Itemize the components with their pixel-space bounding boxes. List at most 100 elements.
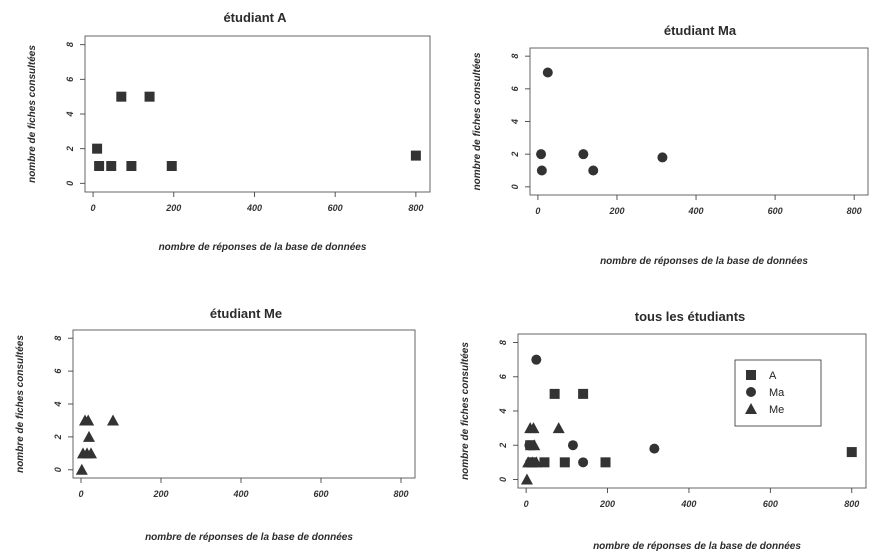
data-point-triangle <box>528 439 541 451</box>
data-point-square <box>549 388 560 399</box>
plot-frame <box>72 329 416 479</box>
y-tick-label: 2 <box>65 146 75 152</box>
data-point-triangle <box>530 456 543 468</box>
y-tick-label: 0 <box>53 467 63 472</box>
data-point-circle <box>649 443 660 454</box>
x-tick-label: 0 <box>524 499 529 509</box>
data-point-circle <box>536 165 547 176</box>
legend-marker-square <box>746 370 756 380</box>
x-axis-label: nombre de réponses de la base de données <box>593 541 801 552</box>
data-point-triangle <box>520 473 533 485</box>
scatter-panel-3: étudiant Me 0 200 400 600 800 0 2 4 6 8 nombre de r… <box>15 306 416 543</box>
x-tick-label: 400 <box>688 206 704 216</box>
data-point-circle <box>578 457 589 468</box>
data-point-circle <box>588 165 599 176</box>
x-tick-label: 200 <box>165 203 181 213</box>
data-point-square <box>166 161 177 171</box>
x-tick-label: 800 <box>408 203 423 213</box>
legend-marker-triangle <box>745 403 757 414</box>
data-point-circle <box>567 440 578 451</box>
x-tick-label: 600 <box>763 499 778 509</box>
chart-title: étudiant Me <box>210 306 282 321</box>
data-point-square <box>116 91 127 102</box>
x-tick-label: 200 <box>152 489 168 499</box>
y-tick-label: 4 <box>65 111 75 117</box>
x-tick-label: 200 <box>608 206 624 216</box>
data-point-square <box>578 388 589 399</box>
x-axis-label: nombre de réponses de la base de données <box>159 242 367 253</box>
plot-frame <box>529 47 869 196</box>
data-point-square <box>92 143 103 154</box>
x-tick-label: 0 <box>78 489 83 499</box>
data-point-circle <box>657 152 668 163</box>
x-tick-label: 800 <box>393 489 408 499</box>
x-tick-label: 0 <box>535 206 540 216</box>
y-tick-label: 2 <box>498 443 508 449</box>
data-point-triangle <box>82 414 95 426</box>
y-tick-label: 2 <box>510 152 520 158</box>
data-point-triangle <box>83 430 95 442</box>
x-tick-label: 0 <box>91 203 96 213</box>
data-point-square <box>126 161 137 171</box>
legend-label: A <box>769 370 777 382</box>
data-point-square <box>144 91 155 102</box>
scatter-panel-1: étudiant A 0 200 400 600 800 0 2 4 6 8 nombre de ré… <box>27 10 431 253</box>
legend-label: Ma <box>769 387 785 399</box>
data-point-circle <box>578 149 589 160</box>
y-tick-label: 6 <box>510 85 520 91</box>
data-point-square <box>559 457 570 468</box>
data-point-circle <box>542 67 553 78</box>
chart-title: étudiant A <box>223 10 287 25</box>
y-axis-label: nombre de fiches consultées <box>15 335 26 473</box>
y-tick-label: 4 <box>510 119 520 125</box>
data-point-triangle <box>107 414 119 426</box>
y-tick-label: 4 <box>498 408 508 414</box>
y-tick-label: 6 <box>53 368 63 374</box>
y-tick-label: 2 <box>53 434 63 440</box>
y-axis-label: nombre de fiches consultées <box>472 52 483 190</box>
x-tick-label: 400 <box>246 203 262 213</box>
y-tick-label: 6 <box>498 373 508 379</box>
y-tick-label: 4 <box>53 401 63 407</box>
data-point-square <box>106 161 117 171</box>
x-tick-label: 600 <box>313 489 328 499</box>
data-point-circle <box>531 354 542 365</box>
x-tick-label: 600 <box>768 206 783 216</box>
legend-marker-circle <box>746 387 756 397</box>
y-tick-label: 0 <box>498 477 508 482</box>
y-tick-label: 0 <box>65 181 75 186</box>
data-point-triangle <box>85 447 97 459</box>
x-tick-label: 600 <box>328 203 343 213</box>
data-point-triangle <box>75 463 88 475</box>
x-axis-label: nombre de réponses de la base de données <box>145 532 353 543</box>
data-point-circle <box>536 149 547 160</box>
scatter-panel-2: étudiant Ma 0 200 400 600 800 0 2 4 6 8 nombre de r… <box>472 23 869 267</box>
data-point-square <box>94 161 105 171</box>
y-tick-label: 8 <box>510 54 520 59</box>
y-axis-label: nombre de fiches consultées <box>27 45 38 183</box>
chart-title: tous les étudiants <box>635 309 746 324</box>
x-tick-label: 800 <box>847 206 862 216</box>
legend: A Ma Me <box>734 359 822 427</box>
x-tick-label: 200 <box>599 499 615 509</box>
y-tick-label: 6 <box>65 76 75 82</box>
data-point-square <box>846 447 857 458</box>
y-tick-label: 0 <box>510 184 520 189</box>
y-tick-label: 8 <box>65 42 75 47</box>
y-tick-label: 8 <box>53 336 63 341</box>
plot-frame <box>84 35 431 193</box>
data-point-square <box>600 457 611 468</box>
data-point-triangle <box>527 422 540 434</box>
scatter-panel-4: tous les étudiants 0 200 400 600 800 0 2 4 6 8 nomb… <box>460 309 867 552</box>
chart-title: étudiant Ma <box>664 23 737 38</box>
data-point-square <box>410 150 421 161</box>
y-tick-label: 8 <box>498 340 508 345</box>
legend-label: Me <box>769 404 784 416</box>
x-tick-label: 400 <box>232 489 248 499</box>
x-tick-label: 800 <box>844 499 859 509</box>
y-axis-label: nombre de fiches consultées <box>460 342 471 480</box>
data-point-triangle <box>552 422 565 434</box>
data-point-square <box>539 457 550 468</box>
x-tick-label: 400 <box>680 499 696 509</box>
